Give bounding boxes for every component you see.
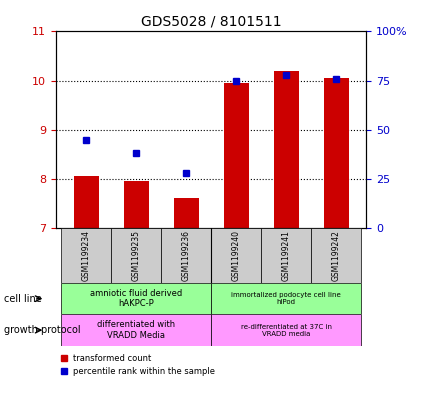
- FancyBboxPatch shape: [111, 228, 161, 283]
- Text: cell line: cell line: [4, 294, 42, 304]
- Bar: [173, 198, 198, 228]
- Bar: [323, 78, 348, 228]
- FancyBboxPatch shape: [161, 228, 211, 283]
- Text: differentiated with
VRADD Media: differentiated with VRADD Media: [97, 320, 175, 340]
- Text: amniotic fluid derived
hAKPC-P: amniotic fluid derived hAKPC-P: [90, 289, 182, 309]
- Bar: [123, 181, 148, 228]
- Title: GDS5028 / 8101511: GDS5028 / 8101511: [141, 15, 281, 29]
- Text: GSM1199236: GSM1199236: [181, 230, 190, 281]
- FancyBboxPatch shape: [310, 228, 360, 283]
- Text: GSM1199234: GSM1199234: [81, 230, 90, 281]
- FancyBboxPatch shape: [211, 314, 360, 346]
- Text: GSM1199240: GSM1199240: [231, 230, 240, 281]
- FancyBboxPatch shape: [211, 228, 261, 283]
- FancyBboxPatch shape: [61, 228, 111, 283]
- Legend: transformed count, percentile rank within the sample: transformed count, percentile rank withi…: [60, 354, 214, 376]
- Text: re-differentiated at 37C in
VRADD media: re-differentiated at 37C in VRADD media: [240, 323, 331, 337]
- Text: GSM1199241: GSM1199241: [281, 230, 290, 281]
- Text: growth protocol: growth protocol: [4, 325, 81, 335]
- FancyBboxPatch shape: [261, 228, 310, 283]
- Bar: [273, 71, 298, 228]
- Bar: [74, 176, 98, 228]
- Text: immortalized podocyte cell line
hIPod: immortalized podocyte cell line hIPod: [231, 292, 341, 305]
- Text: GSM1199235: GSM1199235: [131, 230, 140, 281]
- FancyBboxPatch shape: [61, 314, 211, 346]
- Bar: [223, 83, 248, 228]
- FancyBboxPatch shape: [61, 283, 211, 314]
- FancyBboxPatch shape: [211, 283, 360, 314]
- Text: GSM1199242: GSM1199242: [331, 230, 340, 281]
